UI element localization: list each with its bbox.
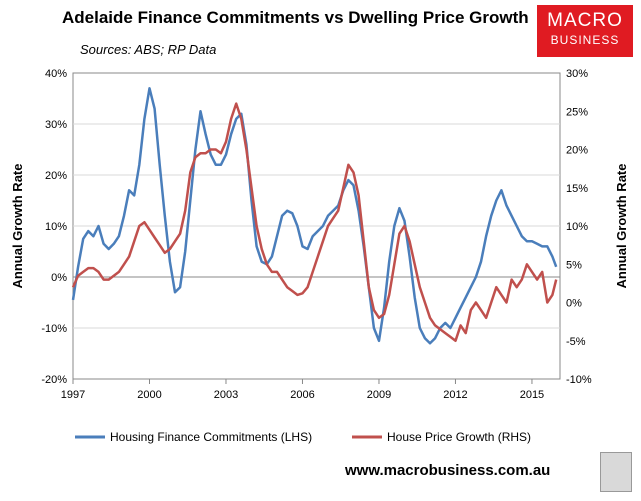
chart-subtitle: Sources: ABS; RP Data — [80, 42, 217, 57]
y-tick-left: 40% — [45, 68, 67, 80]
y-tick-left: 30% — [45, 119, 67, 131]
y-tick-left: 10% — [45, 221, 67, 233]
wolf-logo-icon — [600, 452, 632, 492]
chart-title: Adelaide Finance Commitments vs Dwelling… — [62, 8, 529, 27]
y-tick-left: -10% — [41, 323, 67, 335]
y-axis-title-right: Annual Growth Rate — [614, 164, 629, 289]
y-tick-right: 25% — [566, 106, 588, 118]
x-tick: 2009 — [367, 389, 391, 401]
gridlines — [72, 123, 560, 384]
legend: Housing Finance Commitments (LHS) House … — [75, 430, 531, 444]
y-tick-right: 5% — [566, 259, 582, 271]
y-axis-title-left: Annual Growth Rate — [10, 164, 25, 289]
series-line-finance — [71, 87, 558, 345]
x-tick: 2000 — [137, 389, 161, 401]
legend-label-finance: Housing Finance Commitments (LHS) — [110, 430, 312, 444]
x-tick: 2012 — [443, 389, 467, 401]
y-tick-left: 20% — [45, 170, 67, 182]
series-line-price — [71, 102, 558, 343]
y-tick-right: -5% — [566, 336, 586, 348]
y-tick-right: 15% — [566, 183, 588, 195]
y-tick-right: 20% — [566, 145, 588, 157]
macrobusiness-logo[interactable]: MACRO BUSINESS — [537, 5, 633, 57]
y-tick-left: 0% — [51, 272, 67, 284]
y-tick-left: -20% — [41, 374, 67, 386]
series-lines — [71, 87, 558, 345]
x-tick: 2003 — [214, 389, 238, 401]
y-tick-right: -10% — [566, 374, 592, 386]
website-link[interactable]: www.macrobusiness.com.au — [345, 462, 551, 479]
tick-labels: -20% -10% 0% 10% 20% 30% 40% -10% -5% 0% 5% 10% 15% 2… — [41, 68, 592, 401]
legend-label-price: House Price Growth (RHS) — [387, 430, 531, 444]
logo-line-1: MACRO — [547, 10, 623, 31]
y-tick-right: 10% — [566, 221, 588, 233]
logo-line-2: BUSINESS — [550, 33, 620, 47]
y-tick-right: 0% — [566, 298, 582, 310]
x-tick: 2006 — [290, 389, 314, 401]
y-tick-right: 30% — [566, 68, 588, 80]
x-tick: 2015 — [520, 389, 544, 401]
x-tick: 1997 — [61, 389, 85, 401]
